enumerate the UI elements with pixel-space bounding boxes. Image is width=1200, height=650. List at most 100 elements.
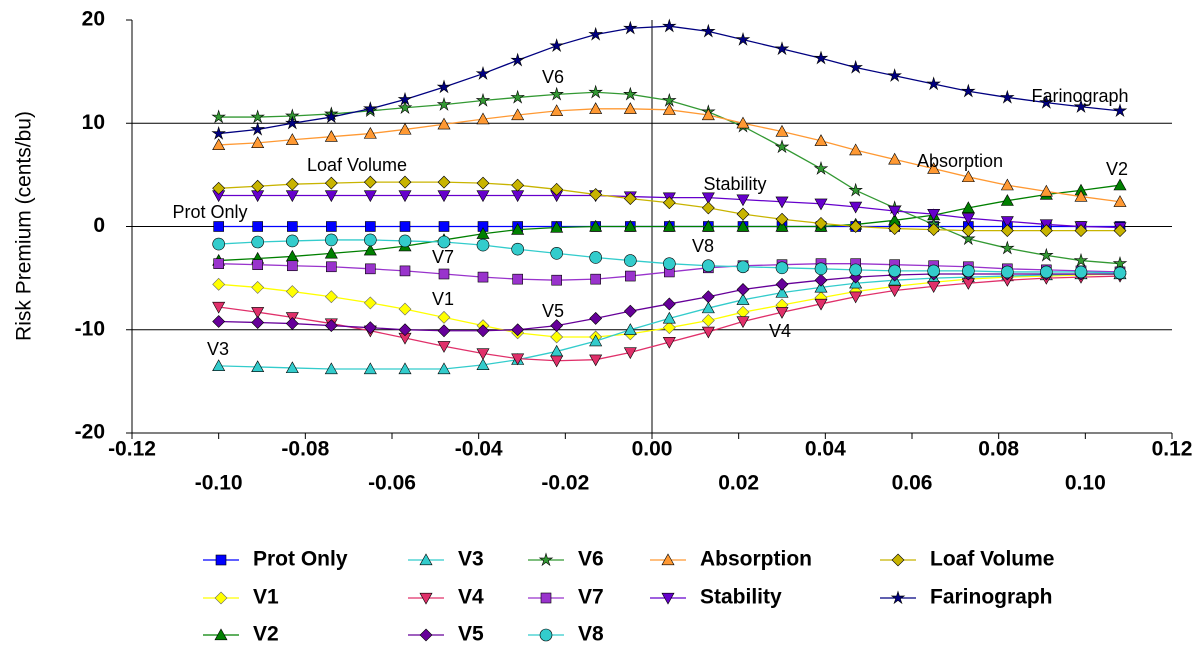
marker xyxy=(961,224,975,238)
marker xyxy=(1000,216,1014,228)
marker xyxy=(437,175,451,189)
legend-label: Prot Only xyxy=(253,548,348,571)
marker xyxy=(324,246,338,259)
legend-label: Stability xyxy=(700,586,782,609)
marker xyxy=(1000,178,1014,191)
legend-label: Loaf Volume xyxy=(930,548,1054,571)
marker xyxy=(363,101,378,115)
marker xyxy=(701,326,715,339)
marker xyxy=(590,273,601,285)
legend-label: V5 xyxy=(458,623,484,646)
annotation: V3 xyxy=(207,339,229,359)
x-tick-label: 0.10 xyxy=(1065,472,1106,495)
marker xyxy=(1112,103,1128,118)
marker xyxy=(398,190,412,203)
marker xyxy=(1112,256,1128,270)
marker xyxy=(363,296,377,310)
marker xyxy=(511,242,524,256)
marker xyxy=(550,330,564,344)
marker xyxy=(252,221,263,232)
marker xyxy=(736,283,750,296)
marker xyxy=(550,355,564,368)
marker xyxy=(701,314,715,327)
legend-item: Prot Only xyxy=(203,548,348,571)
marker xyxy=(285,177,299,191)
marker xyxy=(662,321,676,335)
marker xyxy=(1074,189,1088,202)
marker xyxy=(286,234,299,248)
legend-item: V7 xyxy=(528,586,604,609)
marker xyxy=(701,290,715,304)
marker xyxy=(662,337,676,349)
marker xyxy=(212,277,226,291)
marker xyxy=(211,109,226,124)
annotation: Loaf Volume xyxy=(307,155,407,175)
series xyxy=(211,18,1128,140)
legend-item: V8 xyxy=(528,623,604,646)
marker xyxy=(476,112,490,125)
legend-marker xyxy=(540,592,552,604)
marker xyxy=(397,91,413,106)
legend-item: V6 xyxy=(528,548,604,571)
marker xyxy=(1113,178,1127,191)
annotation: V5 xyxy=(542,301,564,321)
annotation: V1 xyxy=(432,289,454,309)
marker xyxy=(814,298,828,311)
legend-marker xyxy=(214,591,228,605)
marker xyxy=(363,190,377,203)
marker xyxy=(962,264,975,278)
marker xyxy=(1113,224,1127,238)
marker xyxy=(549,38,564,52)
legend-label: V7 xyxy=(578,586,604,609)
annotation: V8 xyxy=(692,236,714,256)
marker xyxy=(326,221,337,232)
legend-marker xyxy=(214,628,228,641)
legend-label: V2 xyxy=(253,623,279,646)
marker xyxy=(774,41,790,56)
marker xyxy=(662,18,677,33)
legend-item: Absorption xyxy=(650,548,812,571)
x-tick-label: 0.00 xyxy=(632,438,673,461)
marker xyxy=(849,263,862,277)
marker xyxy=(285,285,299,298)
marker xyxy=(324,130,338,142)
legend-item: V4 xyxy=(408,586,484,609)
marker xyxy=(324,319,338,333)
marker xyxy=(1000,89,1015,104)
marker xyxy=(399,221,411,232)
marker xyxy=(888,264,901,278)
marker xyxy=(736,207,750,221)
marker xyxy=(511,108,525,121)
marker xyxy=(250,121,265,136)
legend-marker xyxy=(419,553,433,566)
marker xyxy=(213,258,224,269)
legend-item: V5 xyxy=(408,623,484,646)
marker xyxy=(510,89,525,104)
legend-item: Loaf Volume xyxy=(880,548,1054,571)
legend-marker xyxy=(539,628,553,642)
x-tick-label: -0.04 xyxy=(455,438,503,461)
marker xyxy=(588,26,603,41)
marker xyxy=(285,190,299,203)
marker xyxy=(437,190,451,203)
marker xyxy=(212,315,226,328)
marker xyxy=(511,353,525,366)
legend-item: V3 xyxy=(408,548,484,571)
marker xyxy=(324,109,339,124)
marker xyxy=(961,170,975,183)
series xyxy=(212,102,1127,207)
series xyxy=(212,178,1127,266)
marker xyxy=(736,194,750,207)
legend-marker xyxy=(215,554,227,566)
marker xyxy=(589,334,603,347)
marker xyxy=(814,198,828,211)
series xyxy=(212,175,1127,238)
marker xyxy=(662,103,676,115)
x-tick-label: 0.08 xyxy=(978,438,1019,461)
marker xyxy=(588,84,603,99)
marker xyxy=(549,86,564,101)
marker xyxy=(363,175,377,189)
legend-marker xyxy=(538,552,554,567)
marker xyxy=(324,290,338,304)
marker xyxy=(1073,252,1089,267)
